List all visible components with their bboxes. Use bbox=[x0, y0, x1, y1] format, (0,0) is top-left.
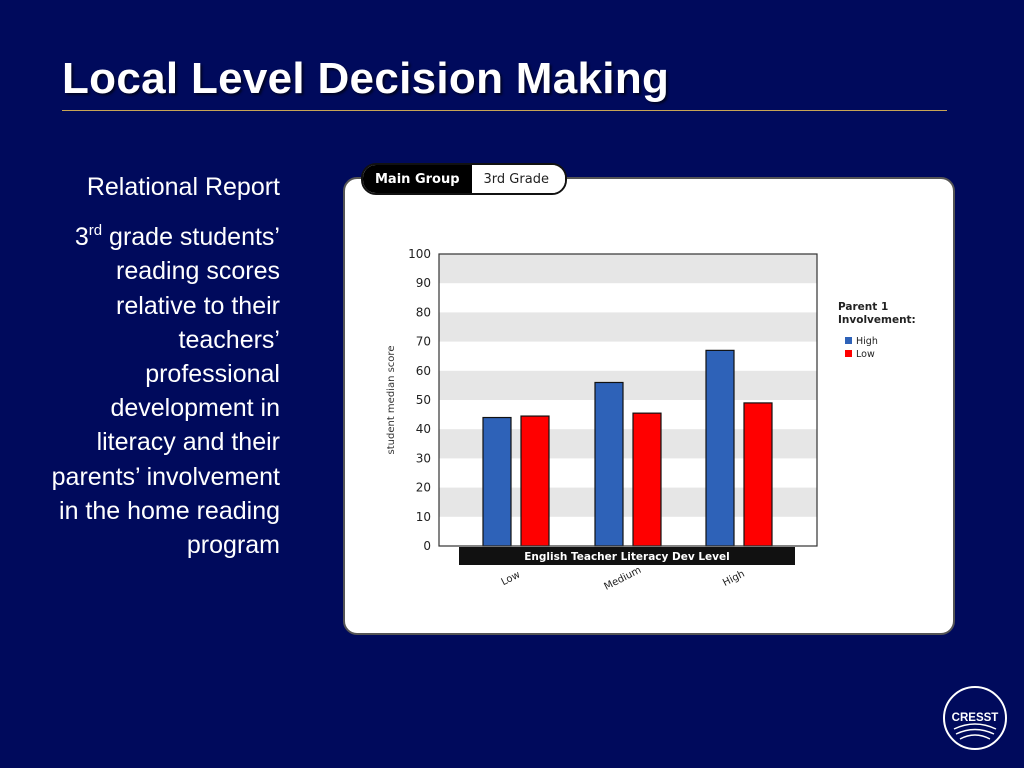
side-description: Relational Report 3rd grade students’ re… bbox=[40, 170, 280, 562]
y-tick-label: 90 bbox=[416, 276, 431, 290]
logo-wordmark: CRESST bbox=[952, 712, 999, 724]
title-divider bbox=[62, 110, 947, 111]
y-tick-label: 70 bbox=[416, 335, 431, 349]
cresst-logo: CRESST bbox=[943, 686, 1007, 750]
plot-border bbox=[438, 253, 818, 547]
y-tick-label: 20 bbox=[416, 481, 431, 495]
x-axis-label: English Teacher Literacy Dev Level bbox=[524, 551, 730, 563]
bar-low-low bbox=[520, 415, 550, 547]
y-tick-label: 0 bbox=[423, 539, 431, 553]
bar-chart: 0 10 20 30 40 50 60 70 80 90 100 student median sco… bbox=[386, 247, 916, 593]
legend-title: Involvement: bbox=[838, 314, 916, 326]
y-tick-label: 60 bbox=[416, 364, 431, 378]
slide-title: Local Level Decision Making bbox=[62, 54, 670, 103]
y-tick-label: 80 bbox=[416, 305, 431, 319]
y-tick-label: 30 bbox=[416, 451, 431, 465]
legend-swatch-high bbox=[845, 337, 852, 344]
bar-low-high bbox=[743, 402, 773, 547]
x-tick-label: High bbox=[721, 569, 746, 589]
bar-low-medium bbox=[632, 412, 662, 547]
tab-3rd-grade[interactable]: 3rd Grade bbox=[471, 165, 565, 193]
y-tick-label: 50 bbox=[416, 393, 431, 407]
bar-high-medium bbox=[594, 381, 624, 547]
grid-band bbox=[439, 254, 817, 284]
group-tabs: Main Group 3rd Grade bbox=[361, 163, 567, 195]
description-text: grade students’ reading scores relative … bbox=[51, 223, 280, 560]
legend-swatch-low bbox=[845, 350, 852, 357]
grid-band bbox=[439, 370, 817, 400]
y-axis-label: student median score bbox=[386, 346, 397, 455]
legend-title: Parent 1 bbox=[838, 301, 888, 313]
report-description: 3rd grade students’ reading scores relat… bbox=[40, 220, 280, 562]
x-axis-label-bar bbox=[459, 547, 795, 565]
grid-band bbox=[439, 312, 817, 342]
y-tick-label: 100 bbox=[408, 247, 431, 261]
y-tick-label: 40 bbox=[416, 422, 431, 436]
legend-label-low: Low bbox=[856, 349, 875, 360]
bar-high-high bbox=[705, 349, 735, 547]
grade-number: 3 bbox=[74, 223, 89, 252]
report-name: Relational Report bbox=[86, 173, 280, 201]
x-tick-label: Medium bbox=[603, 565, 644, 593]
grade-ordinal-suffix: rd bbox=[88, 222, 103, 240]
bar-high-low bbox=[482, 416, 512, 547]
x-tick-label: Low bbox=[500, 569, 523, 588]
tab-main-group[interactable]: Main Group bbox=[363, 165, 472, 193]
legend-label-high: High bbox=[856, 336, 878, 347]
chart-panel: 0 10 20 30 40 50 60 70 80 90 100 student median sco… bbox=[343, 177, 955, 635]
y-tick-label: 10 bbox=[416, 510, 431, 524]
